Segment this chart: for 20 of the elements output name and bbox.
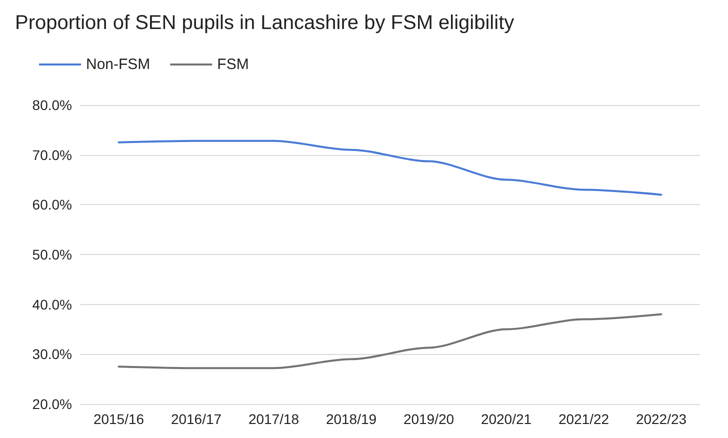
- y-tick-label: 40.0%: [32, 296, 72, 312]
- legend-label: FSM: [217, 56, 249, 73]
- x-tick-label: 2022/23: [636, 411, 687, 427]
- legend-label: Non-FSM: [86, 56, 150, 73]
- x-tick-label: 2016/17: [170, 411, 222, 427]
- x-tick-label: 2020/21: [480, 411, 532, 427]
- x-tick-label: 2019/20: [403, 411, 454, 427]
- line-series: [118, 313, 662, 370]
- x-tick-label: 2021/22: [558, 411, 610, 427]
- line-series: [118, 140, 662, 196]
- y-tick-label: 30.0%: [32, 346, 72, 362]
- y-tick-label: 70.0%: [32, 146, 72, 163]
- y-tick-label: 80.0%: [32, 97, 72, 113]
- chart-title: Proportion of SEN pupils in Lancashire by FSM eligibility: [15, 12, 514, 34]
- y-tick-label: 50.0%: [32, 246, 72, 262]
- y-tick-label: 20.0%: [32, 396, 72, 412]
- y-tick-label: 60.0%: [32, 196, 72, 213]
- x-tick-label: 2018/19: [326, 411, 377, 427]
- x-tick-label: 2015/16: [93, 411, 144, 427]
- x-tick-label: 2017/18: [248, 411, 300, 427]
